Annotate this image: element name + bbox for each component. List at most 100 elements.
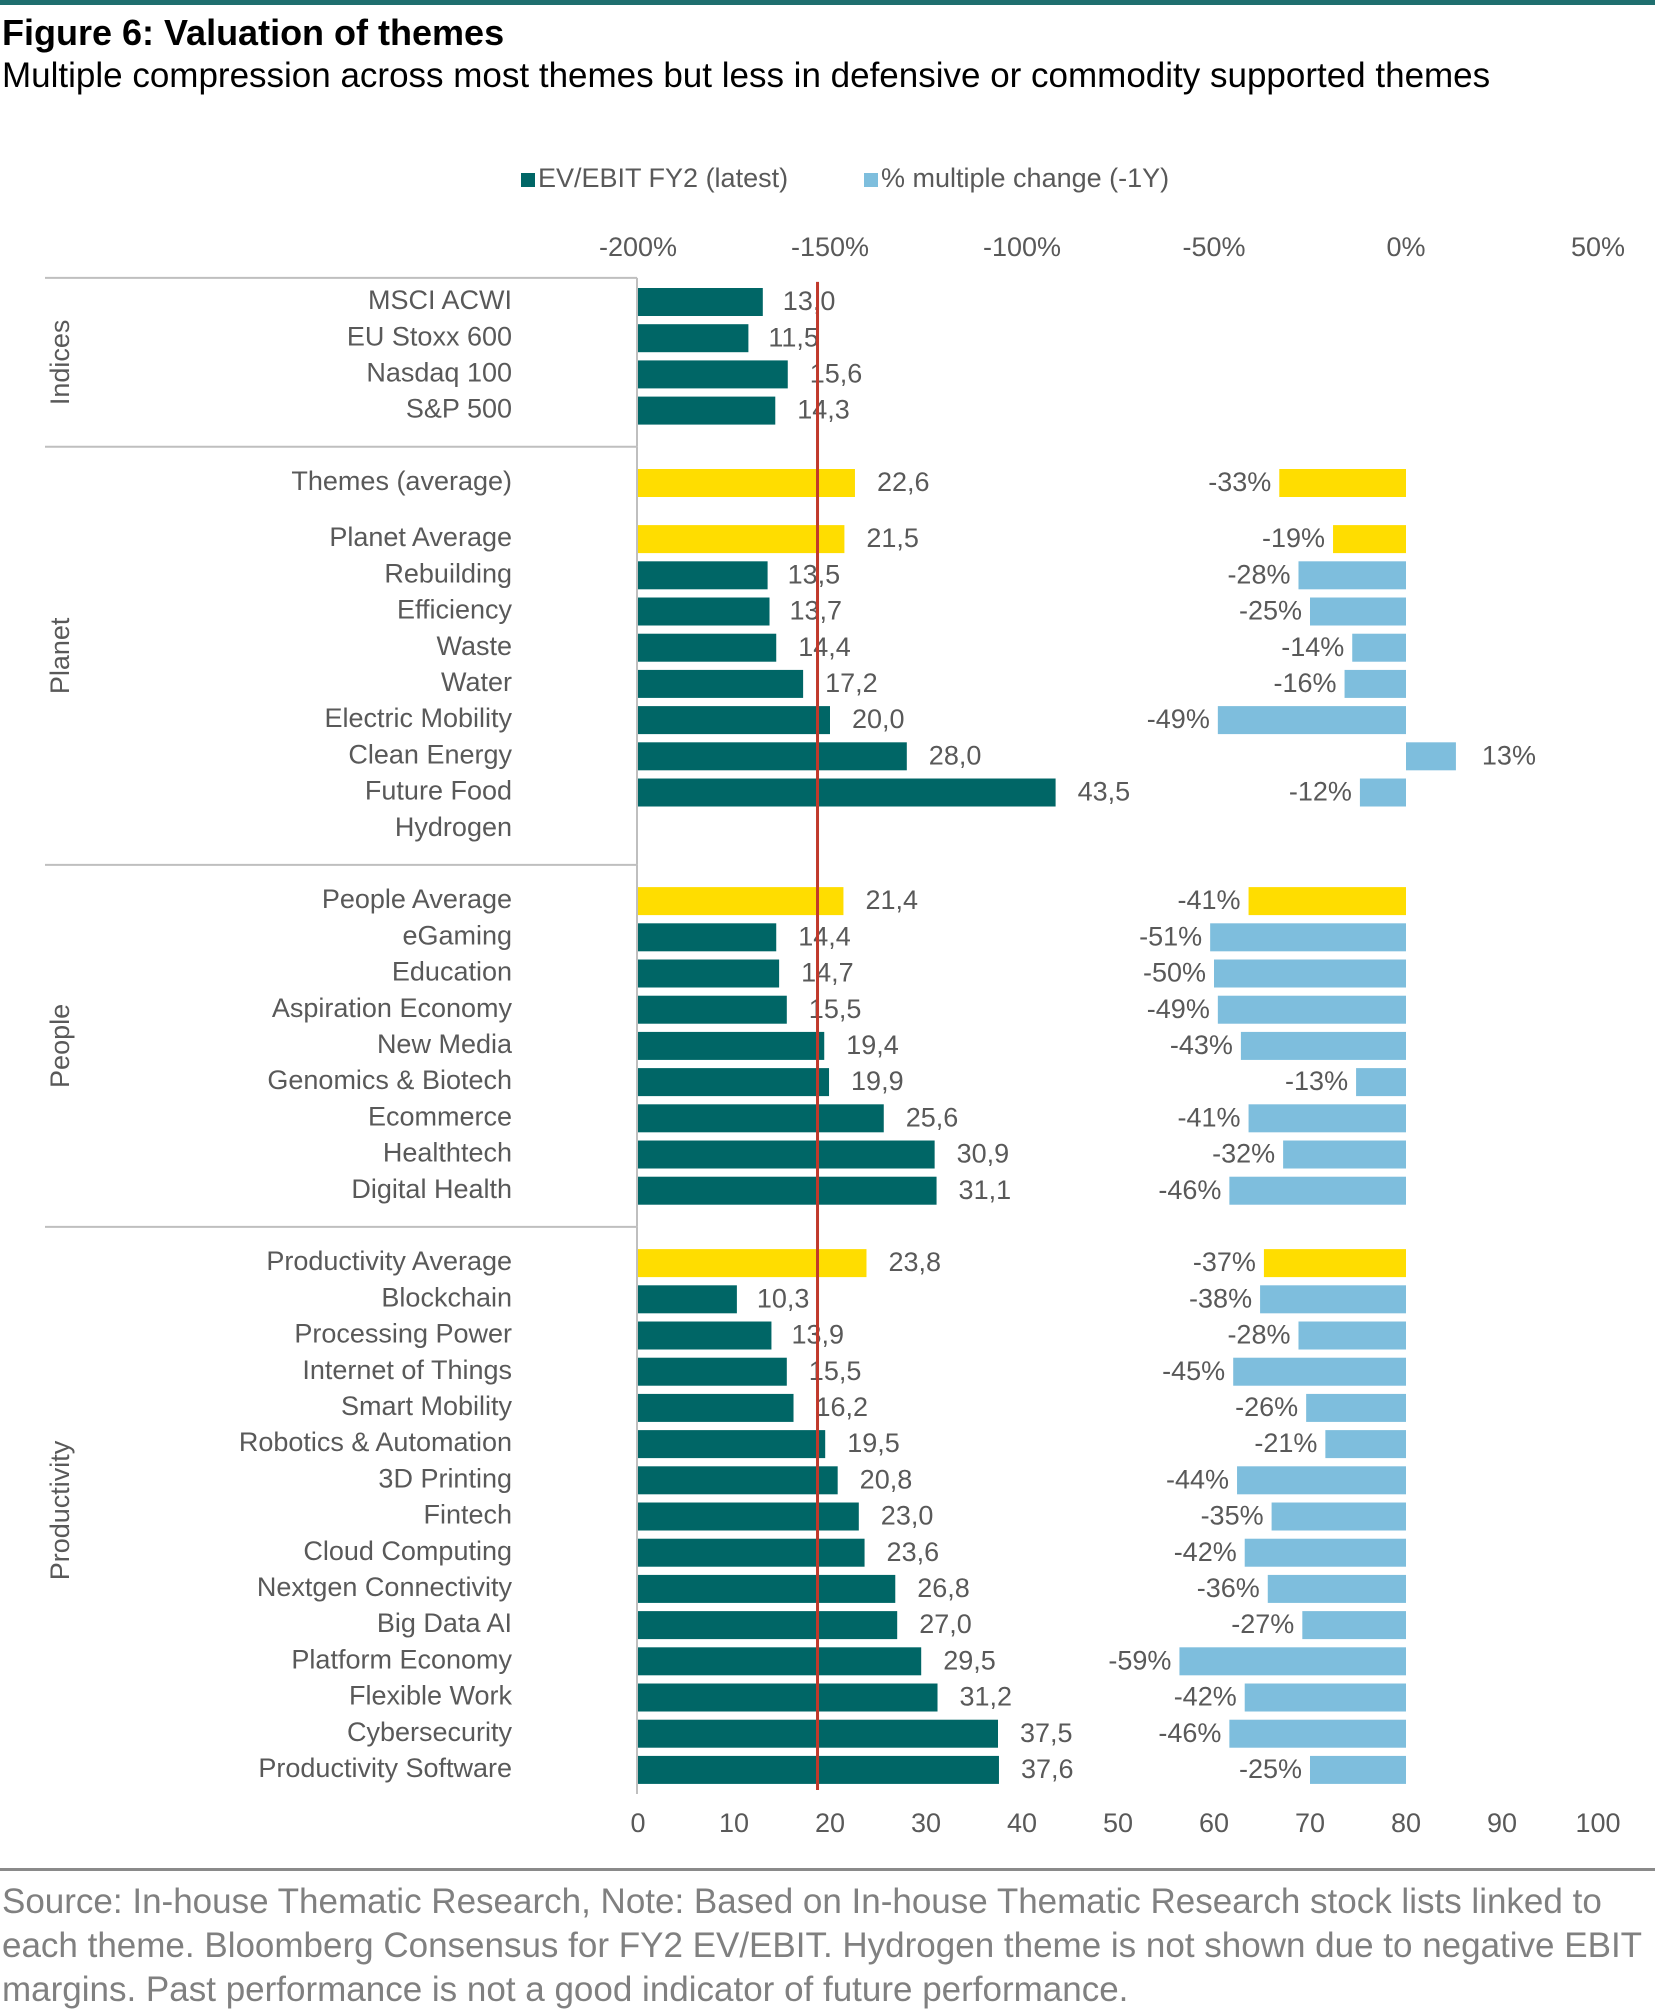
change-bar-fintech [1271, 1502, 1406, 1531]
change-value-robotics-automation: -21% [1254, 1428, 1317, 1458]
change-bar-robotics-automation [1325, 1430, 1406, 1459]
change-bar-internet-of-things [1233, 1357, 1406, 1386]
category-label-fintech: Fintech [423, 1500, 512, 1530]
change-value-genomics-biotech: -13% [1285, 1066, 1348, 1096]
ev-bar-nextgen-connectivity [638, 1574, 896, 1603]
change-value-internet-of-things: -45% [1162, 1356, 1225, 1386]
ev-value-msci-acwi: 13,0 [783, 286, 836, 316]
change-value-cloud-computing: -42% [1174, 1537, 1237, 1567]
category-label-3d-printing: 3D Printing [378, 1463, 512, 1493]
bottom-axis-tick: 20 [815, 1808, 845, 1838]
category-label-productivity-average: Productivity Average [266, 1246, 512, 1276]
category-label-big-data-ai: Big Data AI [377, 1608, 512, 1638]
category-label-clean-energy: Clean Energy [348, 739, 512, 769]
ev-value-efficiency: 13,7 [790, 596, 843, 626]
category-label-egaming: eGaming [402, 920, 512, 950]
change-value-themes-average: -33% [1208, 467, 1271, 497]
change-bar-blockchain [1260, 1285, 1406, 1314]
ev-value-ecommerce: 25,6 [906, 1102, 959, 1132]
top-rule [0, 0, 1655, 5]
ev-bar-big-data-ai [638, 1611, 898, 1640]
change-value-3d-printing: -44% [1166, 1464, 1229, 1494]
ev-bar-eu-stoxx-600 [638, 324, 749, 353]
ev-value-clean-energy: 28,0 [929, 740, 982, 770]
ev-bar-robotics-automation [638, 1430, 826, 1459]
ev-bar-electric-mobility [638, 706, 830, 735]
change-value-education: -50% [1143, 958, 1206, 988]
top-axis-tick: -100% [983, 232, 1061, 262]
ev-value-flexible-work: 31,2 [960, 1682, 1013, 1712]
ev-value-productivity-average: 23,8 [888, 1247, 941, 1277]
category-label-cybersecurity: Cybersecurity [347, 1717, 513, 1747]
ev-bar-rebuilding [638, 561, 768, 590]
category-label-people-average: People Average [322, 884, 512, 914]
top-axis-tick: -200% [599, 232, 677, 262]
valuation-chart: EV/EBIT FY2 (latest) % multiple change (-… [45, 163, 1625, 1838]
category-label-themes-average: Themes (average) [291, 466, 512, 496]
category-label-cloud-computing: Cloud Computing [303, 1536, 512, 1566]
category-label-planet-average: Planet Average [329, 522, 512, 552]
ev-value-future-food: 43,5 [1078, 777, 1131, 807]
category-label-efficiency: Efficiency [397, 595, 513, 625]
ev-bar-fintech [638, 1502, 859, 1531]
change-value-future-food: -12% [1289, 777, 1352, 807]
ev-bar-3d-printing [638, 1466, 838, 1495]
bottom-axis-tick: 30 [911, 1808, 941, 1838]
category-label-robotics-automation: Robotics & Automation [239, 1427, 512, 1457]
change-bar-planet-average [1333, 525, 1406, 554]
category-label-flexible-work: Flexible Work [349, 1681, 513, 1711]
category-label-s-p-500: S&P 500 [406, 394, 512, 424]
ev-bar-nasdaq-100 [638, 360, 788, 389]
change-bar-smart-mobility [1306, 1393, 1406, 1422]
figure-title: Figure 6: Valuation of themes [2, 12, 505, 53]
change-bar-nextgen-connectivity [1267, 1574, 1406, 1603]
category-label-healthtech: Healthtech [383, 1138, 512, 1168]
ev-value-egaming: 14,4 [798, 921, 851, 951]
change-value-water: -16% [1274, 668, 1337, 698]
bottom-axis-tick: 70 [1295, 1808, 1325, 1838]
ev-bar-waste [638, 633, 777, 662]
category-label-nasdaq-100: Nasdaq 100 [366, 358, 512, 388]
ev-bar-planet-average [638, 525, 845, 554]
bottom-axis-tick: 10 [719, 1808, 749, 1838]
change-bar-people-average [1248, 887, 1406, 916]
ev-value-platform-economy: 29,5 [943, 1645, 996, 1675]
category-label-water: Water [441, 667, 512, 697]
change-bar-big-data-ai [1302, 1611, 1406, 1640]
change-value-new-media: -43% [1170, 1030, 1233, 1060]
change-value-platform-economy: -59% [1108, 1645, 1171, 1675]
top-axis-tick: 0% [1386, 232, 1425, 262]
change-bar-waste [1352, 633, 1406, 662]
change-value-smart-mobility: -26% [1235, 1392, 1298, 1422]
category-label-ecommerce: Ecommerce [368, 1101, 512, 1131]
category-label-productivity-software: Productivity Software [258, 1753, 512, 1783]
change-bar-productivity-software [1310, 1755, 1406, 1784]
change-bar-cybersecurity [1229, 1719, 1406, 1748]
change-value-rebuilding: -28% [1227, 559, 1290, 589]
ev-bar-education [638, 959, 780, 988]
change-bar-3d-printing [1237, 1466, 1406, 1495]
ev-bar-healthtech [638, 1140, 935, 1169]
ev-bar-aspiration-economy [638, 995, 787, 1024]
ev-value-new-media: 19,4 [846, 1030, 899, 1060]
ev-bar-egaming [638, 923, 777, 952]
ev-bar-efficiency [638, 597, 770, 626]
change-value-healthtech: -32% [1212, 1139, 1275, 1169]
ev-bar-water [638, 669, 804, 698]
legend-swatch-ev [521, 173, 535, 187]
change-bar-future-food [1359, 778, 1406, 807]
change-value-waste: -14% [1281, 632, 1344, 662]
ev-value-themes-average: 22,6 [877, 467, 930, 497]
ev-bar-clean-energy [638, 742, 907, 771]
ev-value-waste: 14,4 [798, 632, 851, 662]
ev-value-smart-mobility: 16,2 [816, 1392, 869, 1422]
ev-value-nextgen-connectivity: 26,8 [917, 1573, 970, 1603]
group-label-planet: Planet [45, 617, 75, 694]
top-axis-tick: -150% [791, 232, 869, 262]
change-value-fintech: -35% [1201, 1501, 1264, 1531]
change-bar-water [1344, 669, 1406, 698]
group-label-people: People [45, 1004, 75, 1088]
top-axis-tick: 50% [1571, 232, 1625, 262]
top-axis-tick: -50% [1182, 232, 1245, 262]
change-bar-clean-energy [1406, 742, 1456, 771]
